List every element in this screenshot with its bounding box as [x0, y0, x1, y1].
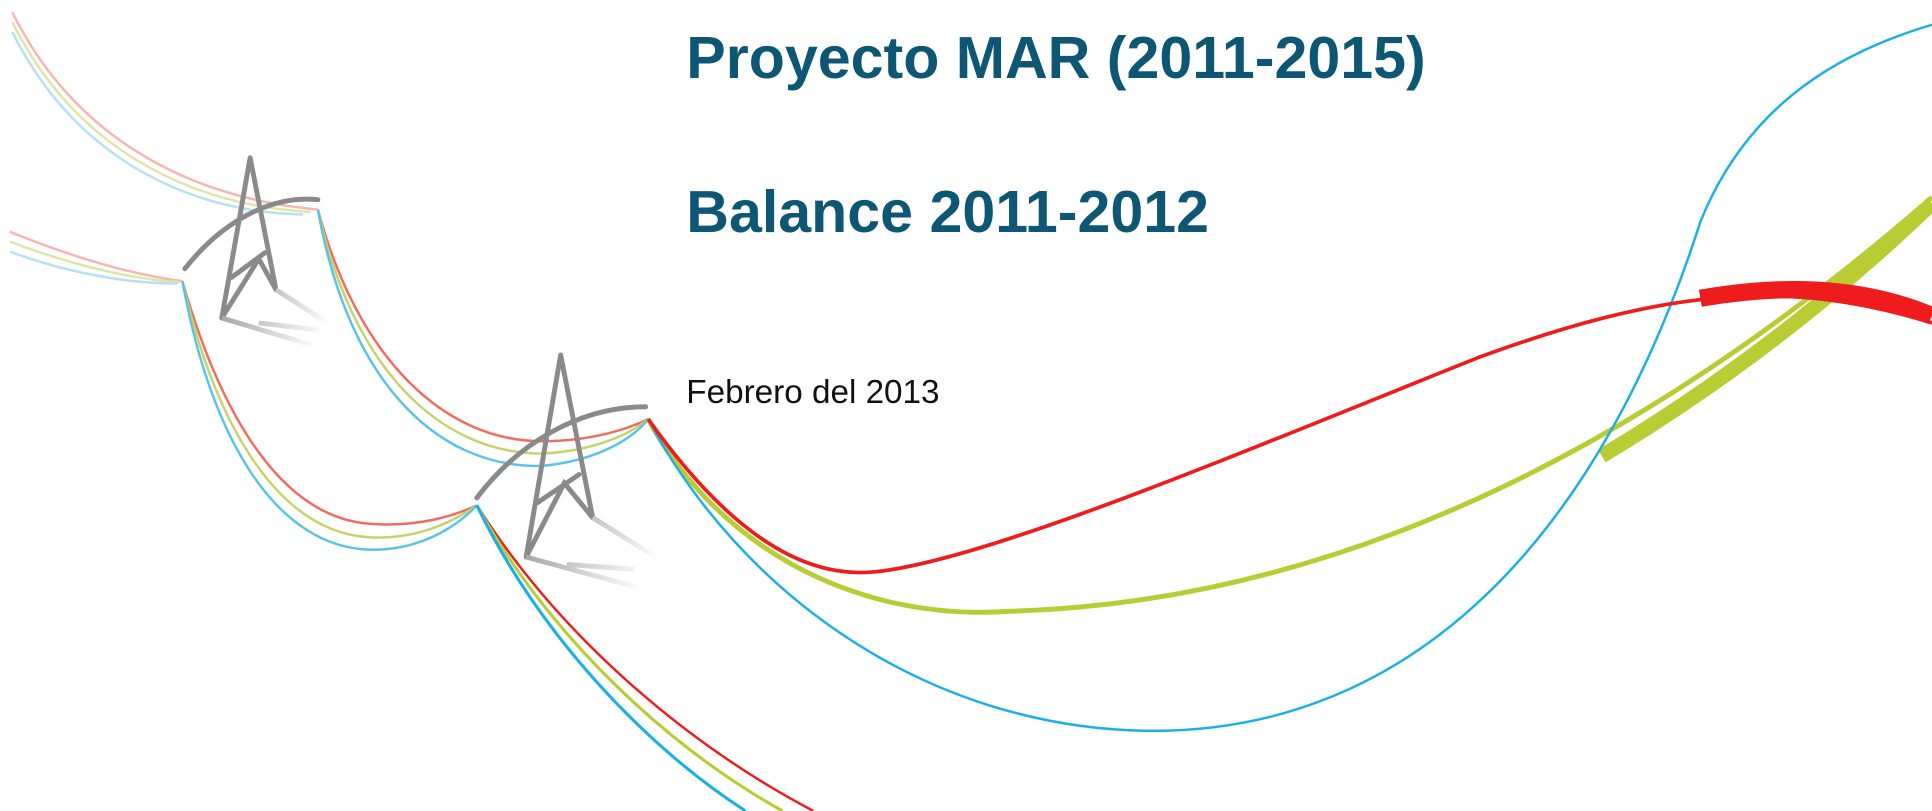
date: Febrero del 2013	[686, 374, 939, 411]
decorative-lines	[10, 12, 1932, 810]
cover-page: Proyecto MAR (2011-2015) Balance 2011-20…	[0, 0, 1932, 811]
title: Proyecto MAR (2011-2015)	[686, 24, 1425, 91]
subtitle: Balance 2011-2012	[686, 178, 1209, 245]
